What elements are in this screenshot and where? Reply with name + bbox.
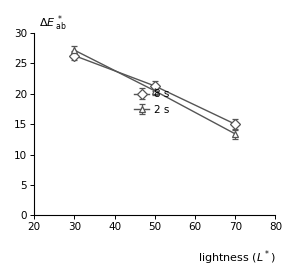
- Text: lightness ($L^*$): lightness ($L^*$): [198, 248, 275, 267]
- Text: $\Delta E\,^*_{\mathrm{ab}}$: $\Delta E\,^*_{\mathrm{ab}}$: [39, 14, 67, 33]
- Legend: 8 s, 2 s: 8 s, 2 s: [134, 89, 169, 115]
